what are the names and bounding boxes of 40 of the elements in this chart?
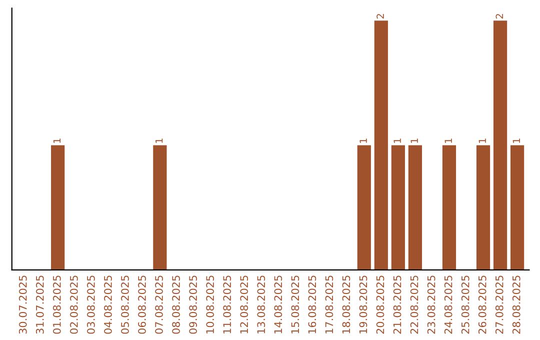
x-tick-label: 20.08.2025 <box>376 276 384 334</box>
x-tick-label: 06.08.2025 <box>138 276 146 334</box>
x-tick-label: 08.08.2025 <box>172 276 180 334</box>
x-tick-label: 07.08.2025 <box>155 276 163 334</box>
x-tick-label: 02.08.2025 <box>70 276 78 334</box>
x-tick-label: 21.08.2025 <box>393 276 402 334</box>
x-tick-label: 12.08.2025 <box>240 276 248 334</box>
x-tick-label: 18.08.2025 <box>342 276 350 334</box>
x-tick-label: 09.08.2025 <box>189 276 197 334</box>
x-tick-label: 16.08.2025 <box>308 276 316 334</box>
x-tick-label: 30.07.2025 <box>18 276 27 334</box>
x-tick-label: 28.08.2025 <box>512 276 520 334</box>
x-tick-label: 04.08.2025 <box>104 276 112 334</box>
x-tick-label: 17.08.2025 <box>325 276 334 334</box>
data-label: 1 <box>53 138 61 143</box>
data-label: 1 <box>410 138 418 143</box>
x-tick-label: 26.08.2025 <box>478 276 486 334</box>
data-label: 1 <box>156 138 163 143</box>
x-tick-label: 15.08.2025 <box>291 276 300 334</box>
x-tick-label: 24.08.2025 <box>444 276 452 334</box>
x-tick-label: 03.08.2025 <box>87 276 95 334</box>
data-label: 1 <box>512 138 520 143</box>
x-tick-label: 31.07.2025 <box>36 276 44 334</box>
data-label: 1 <box>360 138 367 143</box>
x-tick-label: 11.08.2025 <box>223 276 232 334</box>
data-label: 2 <box>496 14 503 19</box>
x-tick-label: 25.08.2025 <box>461 276 470 334</box>
data-label: 1 <box>394 138 401 143</box>
data-label: 1 <box>444 138 452 143</box>
data-label: 1 <box>478 138 486 143</box>
data-label: 2 <box>376 14 384 19</box>
x-tick-label: 14.08.2025 <box>274 276 282 334</box>
x-tick-label: 19.08.2025 <box>359 276 368 334</box>
x-tick-label: 13.08.2025 <box>257 276 266 334</box>
x-tick-label: 23.08.2025 <box>427 276 436 334</box>
x-tick-label: 01.08.2025 <box>52 276 61 334</box>
x-tick-label: 27.08.2025 <box>495 276 504 334</box>
x-tick-label: 22.08.2025 <box>410 276 418 334</box>
x-tick-label: 10.08.2025 <box>206 276 214 334</box>
x-tick-label: 05.08.2025 <box>121 276 129 334</box>
